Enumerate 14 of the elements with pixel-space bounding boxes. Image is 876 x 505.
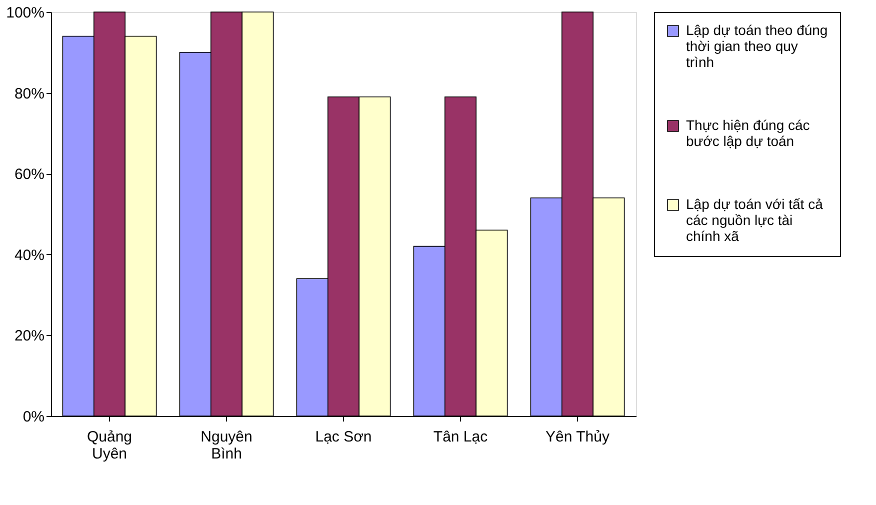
x-tick-label: Tân Lạc [433, 428, 488, 446]
y-tick-label: 40% [14, 246, 44, 264]
x-tick-label: Quảng Uyên [86, 428, 132, 462]
y-tick-label: 60% [14, 166, 44, 184]
y-tick-label: 0% [22, 408, 44, 426]
y-tick-label: 80% [14, 85, 44, 102]
y-tick-label: 20% [14, 328, 44, 345]
x-tick-label: Nguyên Bình [200, 428, 252, 462]
x-tick-label: Lạc Sơn [315, 428, 372, 446]
y-tick-label: 100% [6, 4, 44, 22]
legend-label: Thực hiện đúng các bước lập dự toán [686, 117, 810, 149]
legend-label: Lập dự toán với tất cả các nguồn lực tài chính xã [686, 196, 824, 244]
x-tick-label: Yên Thủy [546, 428, 610, 446]
legend-label: Lập dự toán theo đúng thời gian theo quy trình [686, 22, 828, 70]
